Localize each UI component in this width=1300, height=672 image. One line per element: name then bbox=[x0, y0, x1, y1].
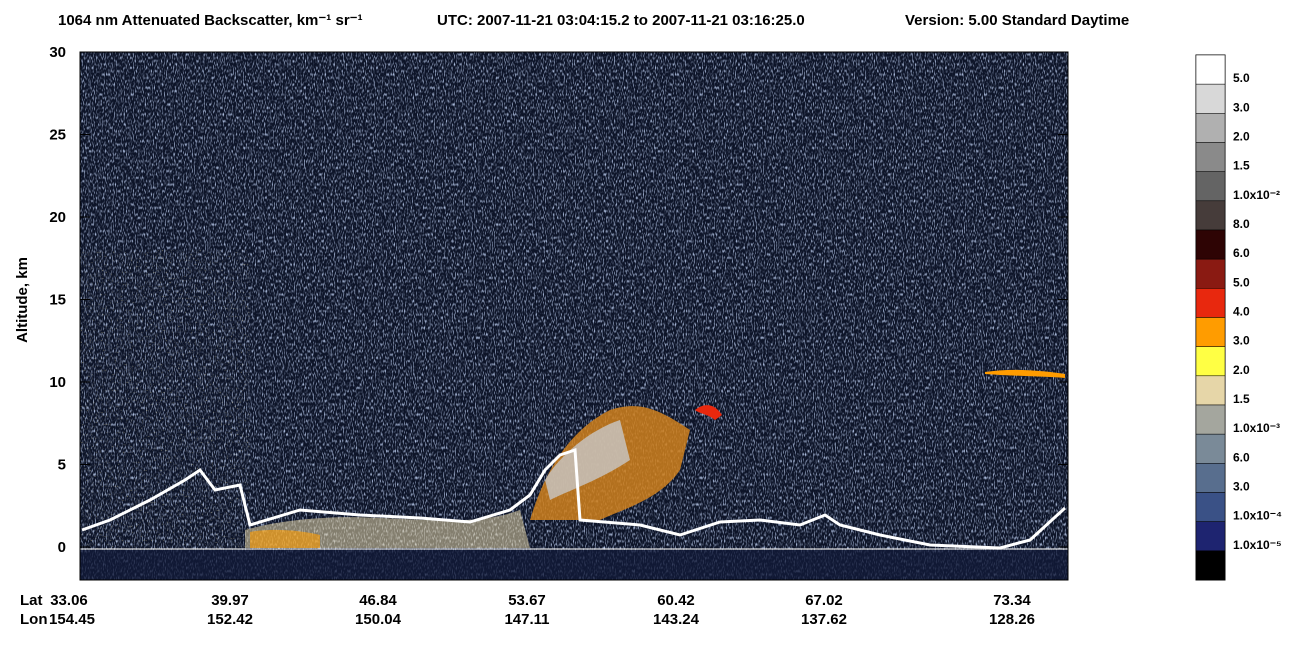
colorbar-swatch bbox=[1195, 258, 1226, 289]
colorbar-swatch bbox=[1195, 171, 1226, 202]
lon-label: 147.11 bbox=[504, 611, 549, 628]
colorbar-label: 2.0 bbox=[1233, 130, 1250, 144]
colorbar-label: 1.5 bbox=[1233, 392, 1250, 406]
colorbar-swatch bbox=[1195, 288, 1226, 318]
colorbar-swatch bbox=[1195, 463, 1226, 493]
colorbar-swatch bbox=[1195, 433, 1226, 464]
lon-label: 143.24 bbox=[653, 611, 700, 628]
colorbar-label: 4.0 bbox=[1233, 305, 1250, 319]
y-tick-label: 10 bbox=[49, 374, 66, 391]
colorbar-swatch bbox=[1195, 492, 1226, 522]
backscatter-field bbox=[80, 52, 1068, 580]
y-tick-label: 25 bbox=[49, 127, 66, 144]
colorbar-label: 1.0x10⁻² bbox=[1233, 188, 1280, 202]
colorbar-label: 5.0 bbox=[1233, 71, 1250, 85]
lat-label: 73.34 bbox=[993, 592, 1031, 609]
colorbar-label: 2.0 bbox=[1233, 363, 1250, 377]
colorbar-label: 3.0 bbox=[1233, 334, 1250, 348]
colorbar-swatch bbox=[1195, 200, 1226, 231]
lat-label: 67.02 bbox=[805, 592, 843, 609]
colorbar-label: 6.0 bbox=[1233, 450, 1250, 464]
colorbar-label: 5.0 bbox=[1233, 275, 1250, 289]
lon-label: 152.42 bbox=[207, 611, 253, 628]
y-tick-label: 30 bbox=[49, 44, 66, 61]
colorbar-swatch bbox=[1195, 54, 1226, 85]
colorbar-swatch bbox=[1195, 229, 1226, 260]
colorbar-label: 1.0x10⁻³ bbox=[1233, 421, 1280, 435]
lon-label: 128.26 bbox=[989, 611, 1035, 628]
colorbar-swatch bbox=[1195, 142, 1226, 172]
lat-label: 33.06 bbox=[50, 592, 88, 609]
colorbar-label: 6.0 bbox=[1233, 246, 1250, 260]
lon-label: 154.45 bbox=[49, 611, 95, 628]
colorbar-label: 3.0 bbox=[1233, 480, 1250, 494]
lat-label: 60.42 bbox=[657, 592, 695, 609]
colorbar-swatch bbox=[1195, 375, 1226, 406]
x-row-label: Lon bbox=[20, 611, 48, 628]
lat-label: 53.67 bbox=[508, 592, 546, 609]
colorbar-swatch bbox=[1195, 113, 1226, 143]
colorbar-swatch bbox=[1195, 550, 1226, 581]
colorbar-swatch bbox=[1195, 317, 1226, 347]
colorbar-swatch bbox=[1195, 521, 1226, 552]
colorbar-label: 3.0 bbox=[1233, 100, 1250, 114]
y-tick-label: 5 bbox=[58, 457, 66, 474]
colorbar-swatch bbox=[1195, 83, 1226, 114]
colorbar-swatch bbox=[1195, 404, 1226, 435]
plot-frame bbox=[79, 51, 1069, 581]
colorbar-label: 1.0x10⁻⁵ bbox=[1233, 538, 1282, 552]
y-tick-label: 15 bbox=[49, 292, 66, 309]
lon-label: 150.04 bbox=[355, 611, 402, 628]
y-tick-label: 0 bbox=[58, 539, 66, 556]
colorbar-label: 8.0 bbox=[1233, 217, 1250, 231]
lat-label: 46.84 bbox=[359, 592, 397, 609]
colorbar-swatch bbox=[1195, 346, 1226, 377]
y-axis-label: Altitude, km bbox=[14, 257, 31, 343]
y-tick-label: 20 bbox=[49, 209, 66, 226]
lat-label: 39.97 bbox=[211, 592, 249, 609]
x-row-label: Lat bbox=[20, 592, 43, 609]
chart-title: 1064 nm Attenuated Backscatter, km⁻¹ sr⁻… bbox=[58, 12, 363, 29]
chart-subtitle: UTC: 2007-11-21 03:04:15.2 to 2007-11-21… bbox=[437, 12, 805, 29]
colorbar-label: 1.5 bbox=[1233, 159, 1250, 173]
chart-note: Version: 5.00 Standard Daytime bbox=[905, 12, 1129, 29]
colorbar-label: 1.0x10⁻⁴ bbox=[1233, 509, 1282, 523]
lon-label: 137.62 bbox=[801, 611, 847, 628]
